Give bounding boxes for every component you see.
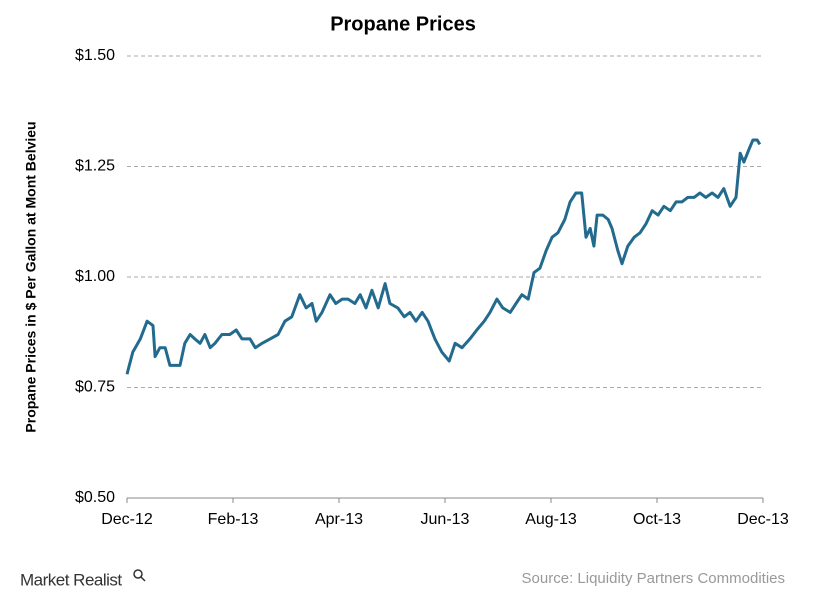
source: Source: Liquidity Partners Commodities (522, 570, 785, 587)
y-tick-label: $1.00 (75, 268, 115, 285)
y-tick-label: $1.25 (75, 158, 115, 175)
chart-title: Propane Prices (330, 13, 476, 35)
x-tick-label: Feb-13 (208, 511, 259, 528)
y-axis-label: Propane Prices in $ Per Gallon at Mont B… (23, 121, 39, 432)
y-tick-label: $1.50 (75, 47, 115, 64)
x-tick-label: Aug-13 (525, 511, 577, 528)
x-tick-label: Oct-13 (633, 511, 681, 528)
brand: Market Realist (20, 570, 122, 589)
x-tick-label: Dec-13 (737, 511, 789, 528)
brand-icon (133, 569, 146, 582)
x-tick-label: Dec-12 (101, 511, 153, 528)
y-tick-label: $0.50 (75, 489, 115, 506)
x-tick-label: Jun-13 (421, 511, 470, 528)
x-tick-label: Apr-13 (315, 511, 363, 528)
y-tick-label: $0.75 (75, 379, 115, 396)
series-line (125, 138, 762, 375)
